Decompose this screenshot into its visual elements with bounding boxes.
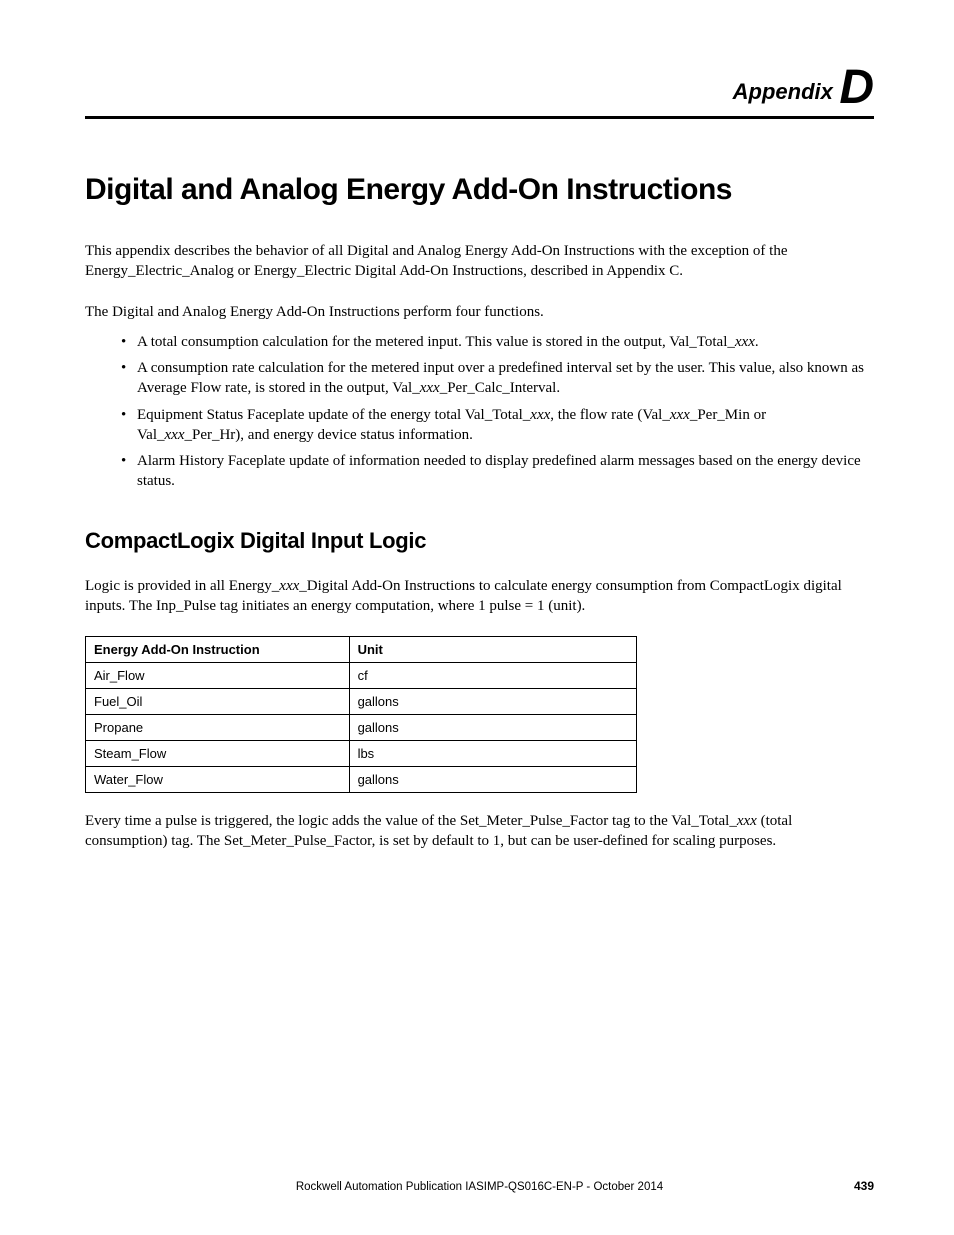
table-cell: Water_Flow	[86, 767, 350, 793]
table-cell: Air_Flow	[86, 663, 350, 689]
table-cell: gallons	[349, 689, 636, 715]
table-cell: Propane	[86, 715, 350, 741]
section-heading-compactlogix: CompactLogix Digital Input Logic	[85, 528, 874, 554]
section2-closing: Every time a pulse is triggered, the log…	[85, 811, 874, 852]
header-rule	[85, 116, 874, 119]
table-cell: Steam_Flow	[86, 741, 350, 767]
table-row: Steam_Flowlbs	[86, 741, 637, 767]
appendix-word: Appendix	[733, 79, 833, 104]
col-header-instruction: Energy Add-On Instruction	[86, 637, 350, 663]
table-cell: Fuel_Oil	[86, 689, 350, 715]
table-cell: lbs	[349, 741, 636, 767]
appendix-header: Appendix D	[85, 60, 874, 108]
col-header-unit: Unit	[349, 637, 636, 663]
footer: Rockwell Automation Publication IASIMP-Q…	[85, 1181, 874, 1193]
section2-intro: Logic is provided in all Energy_xxx_Digi…	[85, 576, 874, 617]
table-row: Propanegallons	[86, 715, 637, 741]
appendix-letter: D	[839, 64, 874, 112]
footer-text: Rockwell Automation Publication IASIMP-Q…	[296, 1181, 663, 1193]
page: Appendix D Digital and Analog Energy Add…	[0, 0, 954, 1235]
functions-intro: The Digital and Analog Energy Add-On Ins…	[85, 302, 874, 322]
list-item: A consumption rate calculation for the m…	[121, 358, 874, 399]
function-list: A total consumption calculation for the …	[85, 332, 874, 492]
table-cell: gallons	[349, 767, 636, 793]
list-item: Alarm History Faceplate update of inform…	[121, 451, 874, 492]
intro-paragraph: This appendix describes the behavior of …	[85, 241, 874, 282]
table-cell: gallons	[349, 715, 636, 741]
list-item: Equipment Status Faceplate update of the…	[121, 405, 874, 446]
table-row: Water_Flowgallons	[86, 767, 637, 793]
table-cell: cf	[349, 663, 636, 689]
table-row: Air_Flowcf	[86, 663, 637, 689]
page-number: 439	[854, 1179, 874, 1193]
page-title: Digital and Analog Energy Add-On Instruc…	[85, 173, 874, 207]
unit-table: Energy Add-On Instruction Unit Air_Flowc…	[85, 636, 637, 793]
table-row: Fuel_Oilgallons	[86, 689, 637, 715]
list-item: A total consumption calculation for the …	[121, 332, 874, 352]
table-header-row: Energy Add-On Instruction Unit	[86, 637, 637, 663]
